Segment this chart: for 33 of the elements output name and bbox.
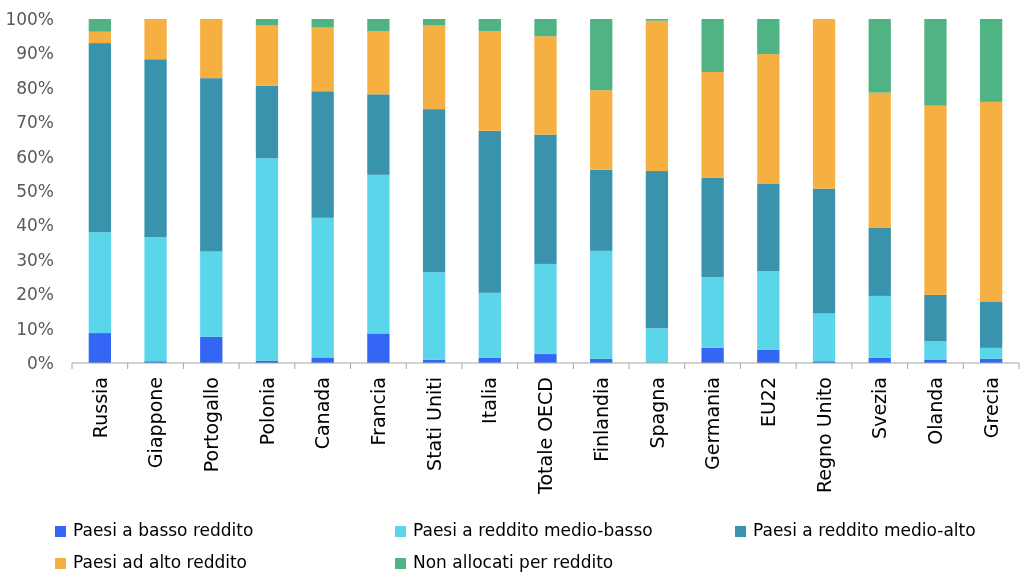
x-tick-label: Francia (367, 377, 390, 446)
y-tick-label: 40% (16, 215, 54, 236)
legend-label: Paesi a reddito medio-basso (413, 520, 653, 540)
x-tick-label: Italia (478, 377, 501, 424)
y-tick-label: 30% (16, 249, 54, 270)
legend-label: Non allocati per reddito (413, 552, 614, 572)
x-tick-label: Giappone (144, 377, 167, 469)
x-tick-label: Grecia (979, 377, 1002, 439)
x-tick-label: Stati Uniti (422, 377, 445, 471)
x-tick-label: Spagna (645, 377, 668, 449)
legend-label: Paesi ad alto reddito (73, 552, 248, 572)
x-tick-label: Canada (311, 377, 334, 450)
y-tick-label: 50% (16, 180, 54, 201)
x-tick-label: Portogallo (199, 377, 222, 473)
x-tick-label: EU22 (756, 377, 779, 428)
y-tick-label: 90% (16, 43, 54, 64)
y-tick-label: 60% (16, 146, 54, 167)
x-tick-label: Regno Unito (812, 377, 835, 494)
y-tick-label: 20% (16, 284, 54, 305)
legend-label: Paesi a reddito medio-alto (753, 520, 976, 540)
x-tick-label: Olanda (924, 377, 947, 445)
legend-label: Paesi a basso reddito (73, 520, 254, 540)
x-tick-label: Russia (88, 377, 111, 439)
x-tick-label: Finlandia (589, 377, 612, 462)
x-tick-label: Svezia (868, 377, 891, 439)
x-tick-label: Germania (701, 377, 724, 471)
x-tick-label: Polonia (255, 377, 278, 446)
y-tick-label: 0% (27, 352, 54, 373)
y-tick-label: 100% (5, 8, 54, 29)
x-tick-label: Totale OECD (534, 377, 557, 495)
y-tick-label: 10% (16, 318, 54, 339)
y-tick-label: 70% (16, 112, 54, 133)
y-tick-label: 80% (16, 77, 54, 98)
